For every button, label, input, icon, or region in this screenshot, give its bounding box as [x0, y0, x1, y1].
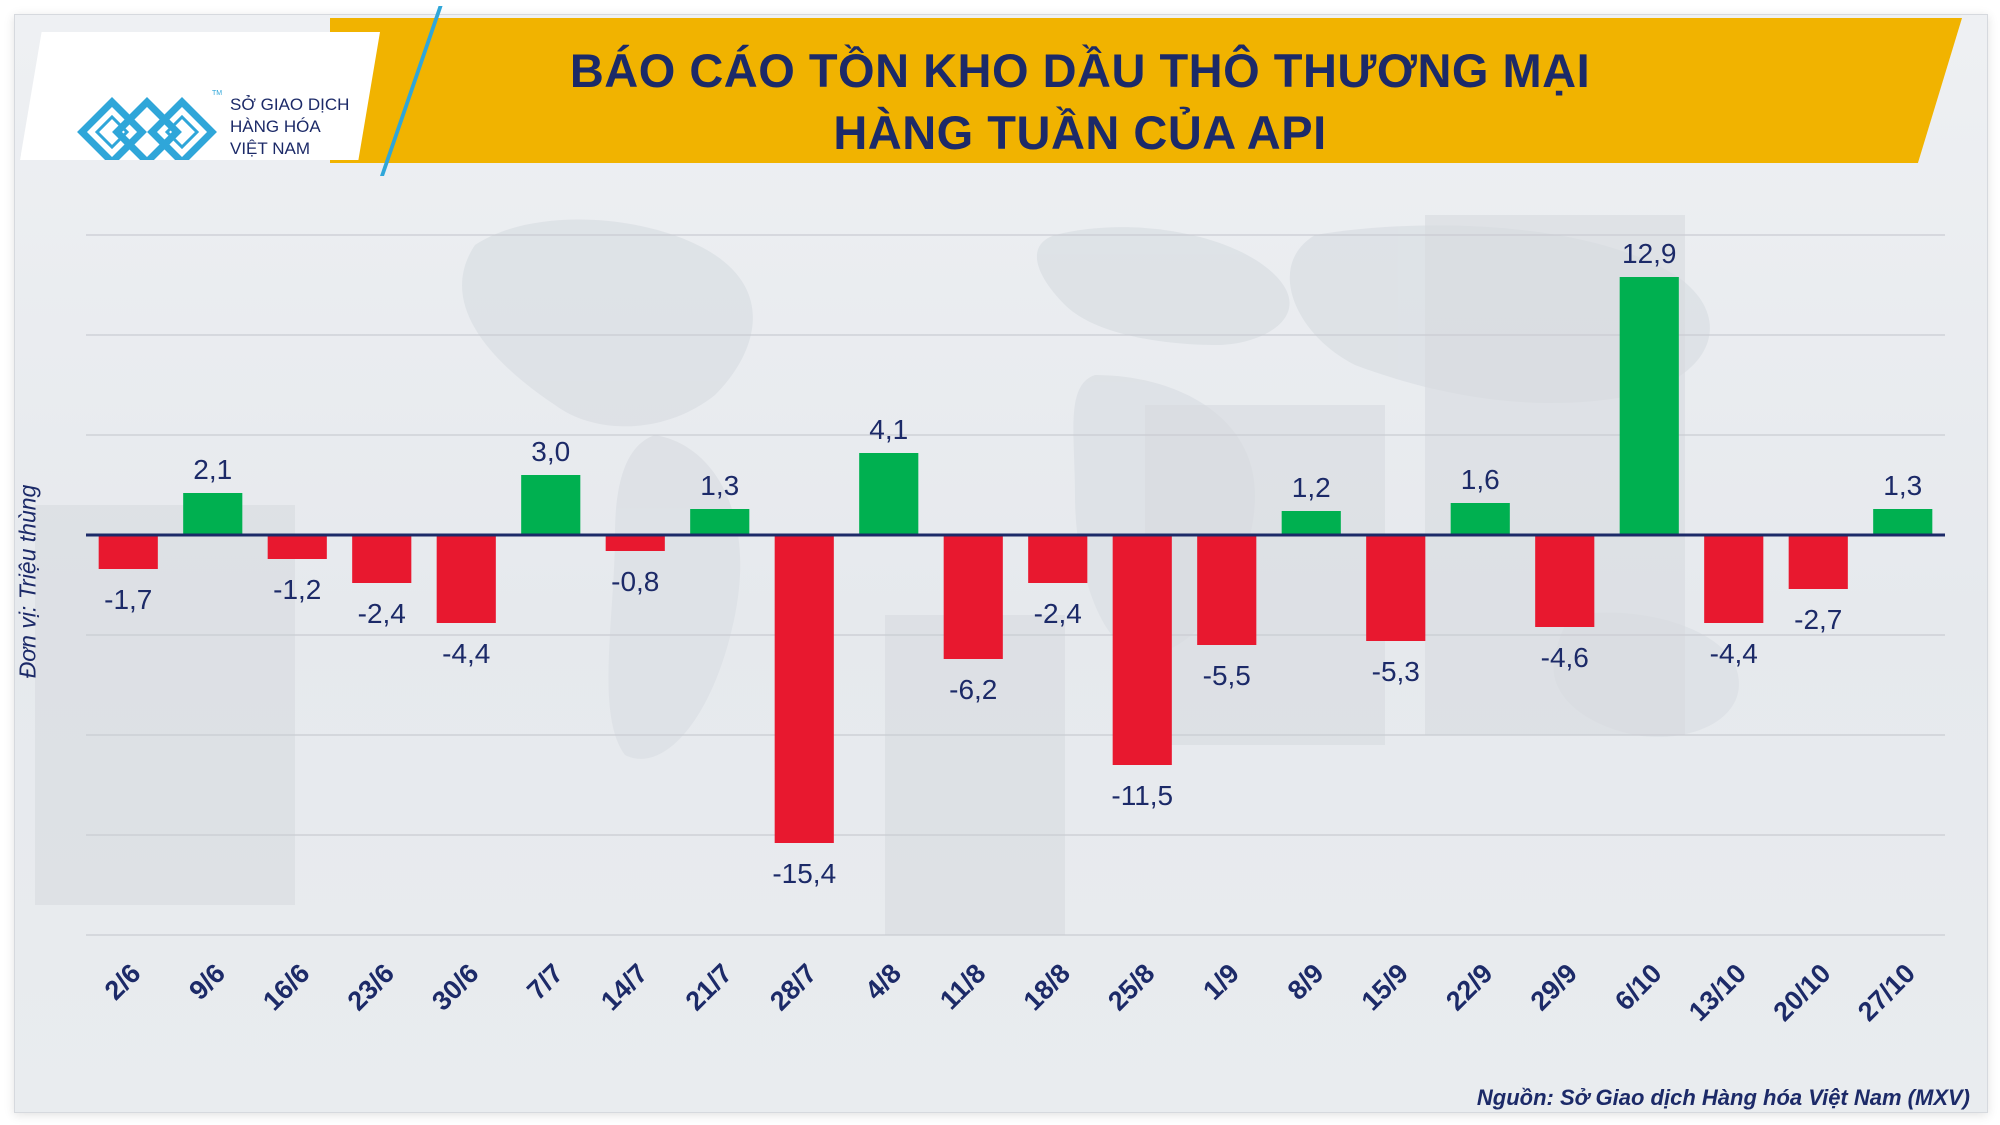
bar-9-6 [183, 493, 243, 535]
bar-8-9 [1281, 511, 1341, 535]
value-label-29-9: -4,6 [1541, 642, 1589, 673]
value-label-11-8: -6,2 [949, 674, 997, 705]
bar-22-9 [1450, 503, 1510, 535]
chart-title-line-1: BÁO CÁO TỒN KHO DẦU THÔ THƯƠNG MẠI [569, 44, 1591, 97]
logo-line-2: HÀNG HÓA [230, 117, 321, 136]
x-tick-label-27-10: 27/10 [1852, 958, 1921, 1027]
bar-18-8 [1028, 535, 1088, 583]
bar-7-7 [521, 475, 581, 535]
value-label-7-7: 3,0 [531, 436, 570, 467]
x-tick-label-29-9: 29/9 [1525, 958, 1583, 1016]
title-band [330, 18, 1962, 163]
value-label-9-6: 2,1 [193, 454, 232, 485]
value-label-1-9: -5,5 [1203, 660, 1251, 691]
bars [98, 277, 1933, 843]
bar-15-9 [1366, 535, 1426, 641]
bar-25-8 [1112, 535, 1172, 765]
x-tick-label-1-9: 1/9 [1197, 958, 1245, 1006]
x-tick-label-4-8: 4/8 [859, 958, 907, 1006]
x-tick-label-23-6: 23/6 [342, 958, 400, 1016]
mxv-logo-icon [77, 97, 217, 160]
value-label-16-6: -1,2 [273, 574, 321, 605]
chart-title: BÁO CÁO TỒN KHO DẦU THÔ THƯƠNG MẠI HÀNG … [430, 40, 1730, 164]
value-label-4-8: 4,1 [869, 414, 908, 445]
x-tick-label-13-10: 13/10 [1683, 958, 1752, 1027]
x-tick-label-16-6: 16/6 [257, 958, 315, 1016]
y-axis-unit-label: Đơn vị: Triệu thùng [14, 484, 41, 679]
x-tick-labels: 2/6 9/6 16/6 23/6 30/6 7/7 14/7 21/7 28/7 4/8 11/8… [99, 958, 1921, 1027]
bar-29-9 [1535, 535, 1595, 627]
logo-trademark: TM [212, 90, 223, 97]
value-label-14-7: -0,8 [611, 566, 659, 597]
value-label-27-10: 1,3 [1883, 470, 1922, 501]
logo-line-1: SỞ GIAO DỊCH [230, 95, 350, 114]
value-label-18-8: -2,4 [1034, 598, 1082, 629]
value-label-15-9: -5,3 [1372, 656, 1420, 687]
bar-11-8 [943, 535, 1003, 659]
x-tick-label-21-7: 21/7 [680, 958, 738, 1016]
x-tick-label-20-10: 20/10 [1767, 958, 1836, 1027]
x-tick-label-7-7: 7/7 [521, 958, 569, 1006]
value-label-6-10: 12,9 [1622, 238, 1677, 269]
value-label-2-6: -1,7 [104, 584, 152, 615]
x-tick-label-30-6: 30/6 [426, 958, 484, 1016]
chart-frame [14, 14, 1988, 1113]
value-label-8-9: 1,2 [1292, 472, 1331, 503]
bar-6-10 [1619, 277, 1679, 535]
bar-30-6 [436, 535, 496, 623]
x-tick-label-11-8: 11/8 [934, 958, 991, 1015]
value-label-13-10: -4,4 [1710, 638, 1758, 669]
value-label-21-7: 1,3 [700, 470, 739, 501]
bar-16-6 [267, 535, 327, 559]
x-tick-label-14-7: 14/7 [595, 958, 653, 1016]
x-tick-label-9-6: 9/6 [183, 958, 231, 1006]
bar-20-10 [1788, 535, 1848, 589]
x-tick-label-8-9: 8/9 [1282, 958, 1330, 1006]
x-tick-label-18-8: 18/8 [1018, 958, 1076, 1016]
x-tick-label-25-8: 25/8 [1102, 958, 1160, 1016]
value-label-20-10: -2,7 [1794, 604, 1842, 635]
source-note: Nguồn: Sở Giao dịch Hàng hóa Việt Nam (M… [1476, 1085, 1970, 1110]
bar-14-7 [605, 535, 665, 551]
x-tick-label-6-10: 6/10 [1609, 958, 1667, 1016]
value-label-28-7: -15,4 [772, 858, 836, 889]
bar-23-6 [352, 535, 412, 583]
bar-2-6 [98, 535, 158, 569]
world-map-background [35, 215, 1739, 935]
bar-13-10 [1704, 535, 1764, 623]
value-label-25-8: -11,5 [1111, 780, 1173, 811]
value-labels: -1,7 2,1 -1,2 -2,4 -4,4 3,0 -0,8 1,3 -15,4 4,1 -6,… [104, 238, 1922, 889]
value-label-30-6: -4,4 [442, 638, 490, 669]
logo-line-3: VIỆT NAM [230, 139, 310, 158]
value-label-23-6: -2,4 [358, 598, 406, 629]
x-tick-label-28-7: 28/7 [764, 958, 822, 1016]
x-tick-label-15-9: 15/9 [1356, 958, 1414, 1016]
logo-text: SỞ GIAO DỊCH HÀNG HÓA VIỆT NAM [230, 94, 349, 160]
chart-title-line-2: HÀNG TUẦN CỦA API [833, 106, 1327, 159]
bar-4-8 [859, 453, 919, 535]
bar-27-10 [1873, 509, 1933, 535]
bar-21-7 [690, 509, 750, 535]
logo-card: SỞ GIAO DỊCH HÀNG HÓA VIỆT NAM TM [20, 32, 380, 160]
bar-28-7 [774, 535, 834, 843]
x-tick-label-2-6: 2/6 [99, 958, 147, 1006]
x-tick-label-22-9: 22/9 [1440, 958, 1498, 1016]
bar-1-9 [1197, 535, 1257, 645]
value-label-22-9: 1,6 [1461, 464, 1500, 495]
